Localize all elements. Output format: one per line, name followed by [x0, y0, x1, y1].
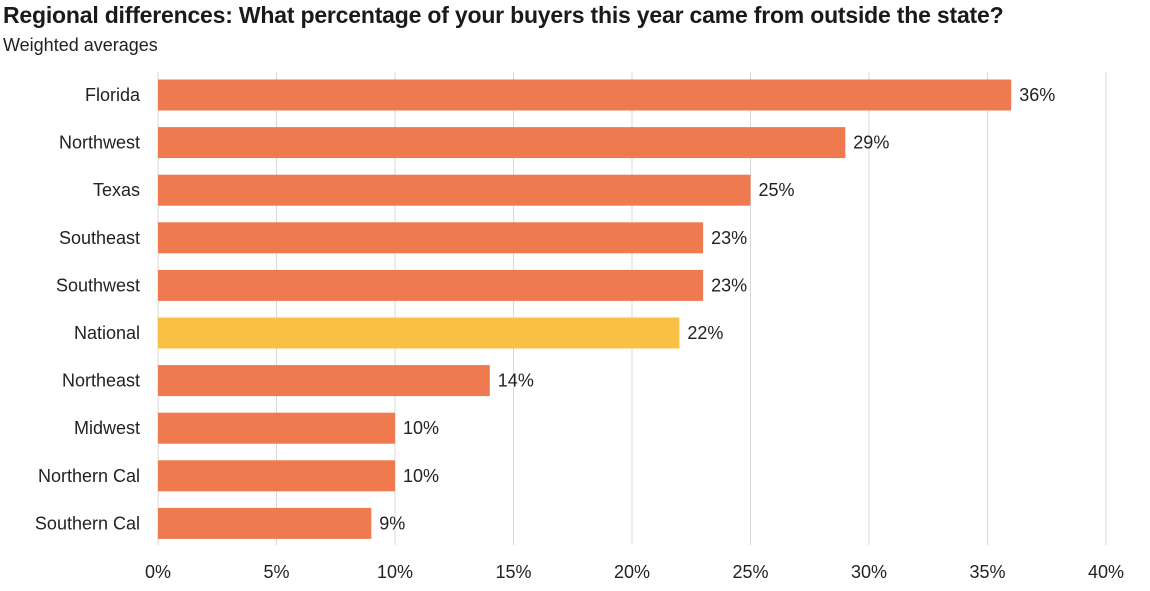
category-label: Midwest	[74, 418, 140, 438]
value-label: 29%	[853, 133, 889, 153]
x-tick-label: 0%	[145, 562, 171, 582]
x-tick-label: 10%	[377, 562, 413, 582]
bar-southern-cal	[158, 507, 372, 539]
value-labels: 36% 29% 25% 23% 23% 22% 14% 10% 10% 9%	[379, 85, 1055, 533]
bar-northern-cal	[158, 460, 395, 492]
chart-subtitle: Weighted averages	[3, 35, 158, 55]
x-tick-label: 30%	[851, 562, 887, 582]
category-label: Texas	[93, 180, 140, 200]
category-label: Northwest	[59, 133, 140, 153]
x-tick-label: 15%	[495, 562, 531, 582]
value-label: 25%	[759, 180, 795, 200]
x-tick-label: 35%	[969, 562, 1005, 582]
value-label: 23%	[711, 228, 747, 248]
bar-florida	[158, 79, 1012, 111]
category-label: Northern Cal	[38, 466, 140, 486]
category-label: Southeast	[59, 228, 140, 248]
bar-national	[158, 317, 680, 349]
x-tick-label: 25%	[732, 562, 768, 582]
x-tick-label: 40%	[1088, 562, 1124, 582]
x-tick-label: 5%	[263, 562, 289, 582]
bars	[158, 79, 1012, 539]
category-label: Florida	[85, 85, 141, 105]
category-label: Southern Cal	[35, 513, 140, 533]
bar-southwest	[158, 269, 704, 301]
category-label: National	[74, 323, 140, 343]
bar-midwest	[158, 412, 395, 444]
value-label: 36%	[1019, 85, 1055, 105]
value-label: 10%	[403, 466, 439, 486]
value-label: 22%	[687, 323, 723, 343]
x-axis-tick-labels: 0% 5% 10% 15% 20% 25% 30% 35% 40%	[145, 562, 1124, 582]
bar-southeast	[158, 222, 704, 254]
value-label: 10%	[403, 418, 439, 438]
bar-texas	[158, 174, 751, 206]
x-tick-label: 20%	[614, 562, 650, 582]
category-label: Northeast	[62, 371, 140, 391]
bar-northeast	[158, 365, 490, 397]
value-label: 9%	[379, 513, 405, 533]
chart-title: Regional differences: What percentage of…	[3, 2, 1004, 28]
category-labels: Florida Northwest Texas Southeast Southwest N…	[35, 85, 141, 533]
bar-northwest	[158, 127, 846, 159]
category-label: Southwest	[56, 275, 140, 295]
value-label: 14%	[498, 371, 534, 391]
value-label: 23%	[711, 275, 747, 295]
